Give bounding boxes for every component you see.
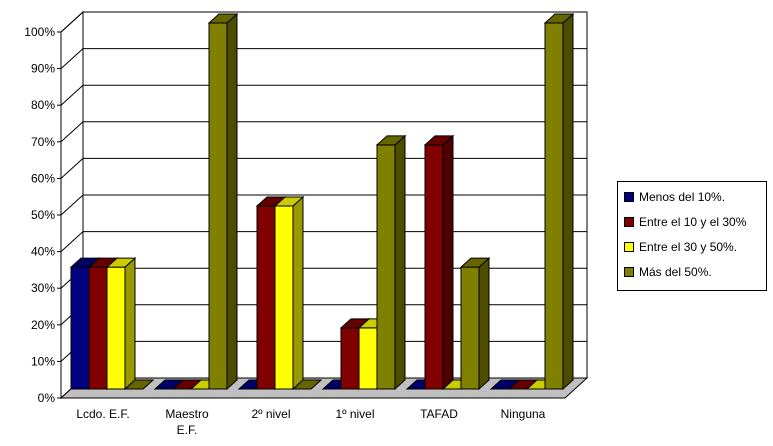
bar-front — [424, 144, 444, 390]
legend-label: Entre el 30 y 50%. — [639, 240, 738, 254]
legend-item-30-50: Entre el 30 y 50%. — [624, 240, 737, 254]
gridline-side — [60, 48, 84, 69]
legend-label: Menos del 10%. — [639, 190, 726, 204]
y-tick-label: 40% — [31, 245, 55, 259]
bar-Más del 50%.-2º nivel — [291, 379, 323, 390]
bar-side — [226, 12, 238, 391]
y-tick-label: 70% — [31, 135, 55, 149]
gridline-side — [60, 158, 84, 179]
bar-top — [123, 379, 155, 390]
bar-top — [105, 257, 137, 268]
y-tick-label: 90% — [31, 62, 55, 76]
legend-swatch — [624, 267, 634, 277]
y-tick-label: 20% — [31, 318, 55, 332]
bar-top — [291, 379, 323, 390]
y-tick-label: 80% — [31, 98, 55, 112]
bar-top — [543, 13, 575, 24]
y-axis-ticks: 0% 10% 20% 30% 40% 50% 60% 70% 80% 90% 100% — [24, 25, 62, 405]
x-category-label: Lcdo. E.F. — [76, 407, 129, 421]
x-axis-categories: Lcdo. E.F. Maestro E.F. 2º nivel 1º nivel TAF… — [76, 407, 545, 437]
gridline-side — [60, 231, 84, 252]
bar-top — [459, 257, 491, 268]
legend-swatch — [624, 242, 634, 252]
legend: Menos del 10%. Entre el 10 y el 30% Entr… — [617, 181, 767, 291]
bar-Más del 50%.-Maestro E.F. — [207, 12, 239, 391]
legend-swatch — [624, 192, 634, 202]
bar-front — [460, 266, 480, 390]
bar-side — [292, 195, 304, 391]
bar-front — [544, 22, 564, 390]
bar-front — [340, 327, 360, 390]
bar-Más del 50%.-Ninguna — [543, 12, 575, 391]
legend-label: Más del 50%. — [639, 265, 712, 279]
gridline-side — [60, 194, 84, 216]
bars — [69, 12, 575, 391]
bar-front — [358, 327, 378, 390]
legend-item-menos-10: Menos del 10%. — [624, 190, 725, 204]
x-category-label: Ninguna — [501, 407, 546, 421]
y-tick-label: 30% — [31, 281, 55, 295]
chart-walls — [60, 10, 588, 400]
bar-top — [207, 13, 239, 24]
gridline-side — [60, 121, 84, 143]
bar-Más del 50%.-TAFAD — [459, 256, 491, 391]
bar-side — [562, 12, 574, 391]
bar-top — [375, 135, 407, 146]
bar-top — [273, 196, 305, 207]
y-tick-label: 50% — [31, 208, 55, 222]
bar-top — [423, 135, 455, 146]
bar-Entre el 10 y el 30%-TAFAD — [423, 134, 455, 391]
legend-label: Entre el 10 y el 30% — [639, 215, 747, 229]
bar-side — [478, 256, 490, 391]
legend-swatch — [624, 217, 634, 227]
x-category-label: Maestro E.F. — [165, 407, 209, 437]
bar-Más del 50%.-1º nivel — [375, 134, 407, 391]
gridline-side — [60, 11, 84, 33]
legend-item-10-30: Entre el 10 y el 30% — [624, 215, 746, 229]
bar-side — [394, 134, 406, 391]
x-category-label: 2º nivel — [251, 407, 290, 421]
y-tick-label: 100% — [24, 25, 55, 39]
bar-front — [376, 144, 396, 390]
bar-front — [274, 205, 294, 390]
y-tick-label: 10% — [31, 354, 55, 368]
bar-front — [256, 205, 276, 390]
bar-Entre el 30 y 50%.-Lcdo. E.F. — [105, 256, 137, 391]
x-category-label: TAFAD — [420, 407, 458, 421]
bar-Entre el 30 y 50%.-2º nivel — [273, 195, 305, 391]
y-tick-label: 0% — [38, 391, 56, 405]
y-tick-label: 60% — [31, 171, 55, 185]
bar-side — [442, 134, 454, 391]
gridlines — [60, 11, 587, 399]
gridline-side — [60, 84, 84, 106]
x-category-label: 1º nivel — [335, 407, 374, 421]
bar-front — [208, 22, 228, 390]
bar-front — [70, 266, 90, 390]
bar-front — [88, 266, 108, 390]
bar-Más del 50%.-Lcdo. E.F. — [123, 379, 155, 390]
legend-item-mas-50: Más del 50%. — [624, 265, 712, 279]
bar-side — [124, 256, 136, 391]
bar-front — [106, 266, 126, 390]
